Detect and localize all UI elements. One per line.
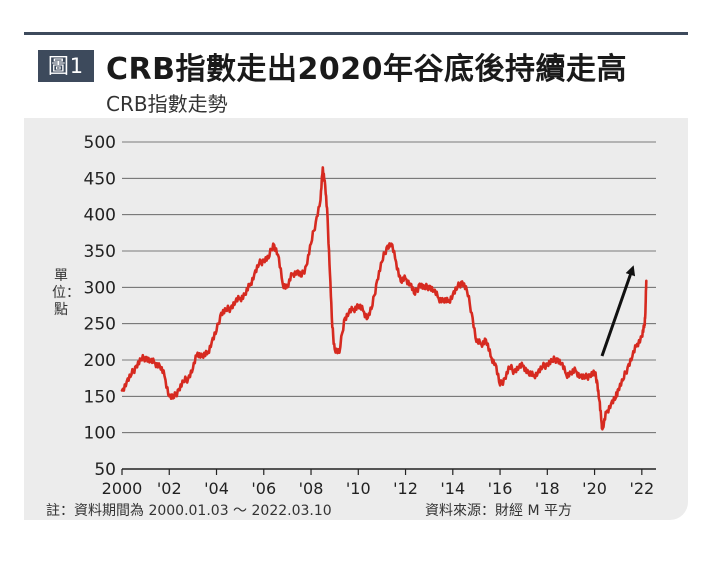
figure-subtitle: CRB指數走勢 — [106, 92, 228, 116]
footer-note: 註：資料期間為 2000.01.03 ～ 2022.03.10 — [46, 503, 332, 519]
header-rule — [24, 32, 688, 35]
x-tick-label: '16 — [488, 479, 513, 498]
x-tick-label: 2000 — [102, 479, 143, 498]
y-tick-label: 300 — [84, 278, 116, 298]
x-tick-label: '18 — [535, 479, 560, 498]
x-tick-label: '08 — [299, 479, 324, 498]
y-tick-label: 500 — [84, 133, 116, 153]
y-tick-label: 250 — [84, 315, 116, 335]
figure-title: CRB指數走出2020年谷底後持續走高 — [106, 52, 627, 87]
y-tick-label: 400 — [84, 206, 116, 226]
x-tick-label: '06 — [251, 479, 276, 498]
x-tick-label: '12 — [393, 479, 418, 498]
trend-arrow — [600, 265, 636, 357]
y-tick-label: 350 — [84, 242, 116, 262]
y-tick-label: 200 — [84, 351, 116, 371]
footer-source: 資料來源：財經 M 平方 — [425, 503, 572, 519]
x-tick-label: '02 — [157, 479, 182, 498]
x-tick-label: '14 — [440, 479, 465, 498]
x-tick-label: '04 — [204, 479, 229, 498]
x-tick-label: '20 — [582, 479, 607, 498]
crb-line-chart: 50 100 150 200 250 300 350 400 450 500 2000 '02 '04… — [84, 133, 656, 498]
x-tick-label: '10 — [346, 479, 371, 498]
y-axis-label: 單位：點 — [52, 268, 80, 318]
x-tick-label: '22 — [629, 479, 654, 498]
figure-badge: 圖1 — [38, 50, 94, 82]
y-tick-label: 450 — [84, 169, 116, 189]
y-tick-label: 50 — [94, 460, 116, 480]
y-tick-label: 100 — [84, 424, 116, 444]
plot-background — [24, 118, 688, 520]
crb-index-line — [120, 166, 648, 431]
y-tick-label: 150 — [84, 387, 116, 407]
